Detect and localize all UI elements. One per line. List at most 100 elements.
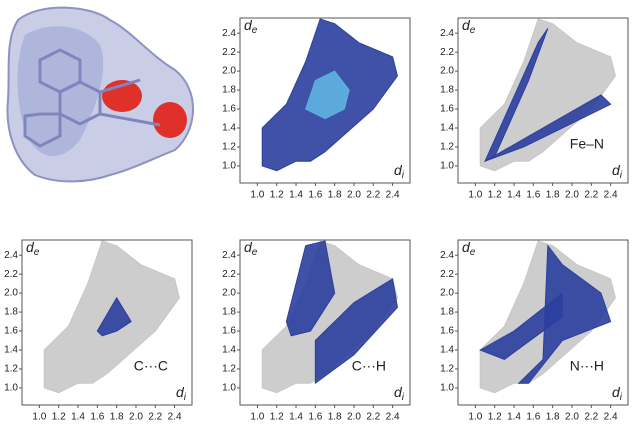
y-tick-label: 1.0 xyxy=(222,161,236,172)
y-tick-label: 1.0 xyxy=(440,383,454,394)
y-tick-label: 2.0 xyxy=(222,288,236,299)
axis-symbol: d xyxy=(612,384,621,400)
x-tick-label: 2.4 xyxy=(604,412,618,423)
x-tick-label: 1.2 xyxy=(52,412,66,423)
y-axis-label: de xyxy=(462,239,476,258)
y-tick-label: 1.0 xyxy=(222,383,236,394)
y-tick-label: 1.0 xyxy=(440,161,454,172)
y-tick-label: 2.0 xyxy=(440,288,454,299)
fingerprint-plot: 1.0 1.2 1.4 1.6 1.8 2.0 2.2 2.4 1.0 1.2 1.4 1.6 1.8 2… xyxy=(222,239,411,423)
y-tick-label: 1.4 xyxy=(222,123,236,134)
fingerprint-plot: 1.0 1.2 1.4 1.6 1.8 2.0 2.2 2.4 1.0 1.2 1.4 1.6 1.8 2… xyxy=(4,239,193,423)
x-tick-label: 1.8 xyxy=(546,412,560,423)
y-tick-label: 2.2 xyxy=(440,47,454,58)
x-tick-label: 1.8 xyxy=(546,190,560,201)
x-axis-label: di xyxy=(612,384,623,403)
x-tick-label: 1.2 xyxy=(488,190,502,201)
x-tick-label: 1.2 xyxy=(270,190,284,201)
y-tick-label: 1.2 xyxy=(440,364,454,375)
contact-spot xyxy=(153,102,187,138)
axis-symbol: d xyxy=(244,17,253,33)
x-tick-label: 2.2 xyxy=(366,190,380,201)
axis-subscript: e xyxy=(252,25,258,36)
molecule-skeleton xyxy=(23,48,161,148)
x-axis-label: di xyxy=(394,384,405,403)
axis-subscript: i xyxy=(620,170,623,181)
axis-symbol: d xyxy=(176,384,185,400)
y-tick-label: 1.8 xyxy=(440,307,454,318)
x-tick-label: 1.8 xyxy=(328,190,342,201)
y-tick-label: 2.2 xyxy=(440,269,454,280)
y-tick-label: 2.0 xyxy=(222,66,236,77)
x-tick-label: 1.4 xyxy=(289,412,303,423)
x-tick-label: 1.4 xyxy=(507,190,521,201)
y-tick-label: 1.8 xyxy=(222,85,236,96)
x-axis-label: di xyxy=(394,162,405,181)
x-tick-label: 1.4 xyxy=(289,190,303,201)
x-tick-label: 1.2 xyxy=(488,412,502,423)
x-tick-label: 1.0 xyxy=(250,412,264,423)
x-tick-label: 2.2 xyxy=(584,190,598,201)
contact-label: Fe–N xyxy=(570,136,604,152)
y-tick-label: 2.4 xyxy=(222,28,236,39)
x-tick-label: 1.4 xyxy=(71,412,85,423)
y-axis-label: de xyxy=(26,239,40,258)
x-axis-label: di xyxy=(176,384,187,403)
axis-subscript: i xyxy=(402,170,405,181)
contact-label: N···H xyxy=(570,358,604,374)
contact-region xyxy=(285,240,336,337)
x-tick-label: 2.2 xyxy=(584,412,598,423)
y-tick-label: 1.6 xyxy=(4,326,18,337)
y-tick-label: 1.4 xyxy=(440,345,454,356)
x-tick-label: 2.0 xyxy=(565,412,579,423)
x-tick-label: 1.8 xyxy=(110,412,124,423)
x-tick-label: 2.4 xyxy=(168,412,182,423)
axis-symbol: d xyxy=(462,239,471,255)
y-axis-label: de xyxy=(462,17,476,36)
y-tick-label: 2.4 xyxy=(440,28,454,39)
y-tick-label: 1.4 xyxy=(440,123,454,134)
y-tick-label: 1.6 xyxy=(440,326,454,337)
axis-subscript: i xyxy=(184,392,187,403)
axis-subscript: e xyxy=(252,247,258,258)
x-tick-label: 2.0 xyxy=(565,190,579,201)
y-tick-label: 2.4 xyxy=(222,250,236,261)
y-tick-label: 1.4 xyxy=(4,345,18,356)
x-tick-label: 2.0 xyxy=(347,412,361,423)
axis-subscript: i xyxy=(402,392,405,403)
x-tick-label: 2.2 xyxy=(366,412,380,423)
y-tick-label: 1.0 xyxy=(4,383,18,394)
x-tick-label: 1.6 xyxy=(308,412,322,423)
contact-label: C···C xyxy=(134,358,168,374)
axis-symbol: d xyxy=(26,239,35,255)
fingerprint-plot: 1.0 1.2 1.4 1.6 1.8 2.0 2.2 2.4 1.0 1.2 1.4 1.6 1.8 2… xyxy=(440,239,629,423)
y-tick-label: 2.4 xyxy=(4,250,18,261)
axis-symbol: d xyxy=(394,384,403,400)
y-tick-label: 1.4 xyxy=(222,345,236,356)
axis-symbol: d xyxy=(244,239,253,255)
y-tick-label: 2.2 xyxy=(222,269,236,280)
fingerprint-plot: 1.0 1.2 1.4 1.6 1.8 2.0 2.2 2.4 1.0 1.2 1.4 1.6 1.8 2… xyxy=(222,17,411,201)
y-tick-label: 1.8 xyxy=(440,85,454,96)
axis-subscript: i xyxy=(620,392,623,403)
x-tick-label: 2.0 xyxy=(347,190,361,201)
x-tick-label: 1.2 xyxy=(270,412,284,423)
y-tick-label: 2.0 xyxy=(4,288,18,299)
axis-subscript: e xyxy=(470,25,476,36)
y-tick-label: 2.2 xyxy=(4,269,18,280)
x-tick-label: 1.0 xyxy=(250,190,264,201)
x-tick-label: 2.0 xyxy=(129,412,143,423)
x-tick-label: 2.4 xyxy=(386,190,400,201)
y-tick-label: 1.2 xyxy=(222,142,236,153)
y-tick-label: 1.2 xyxy=(222,364,236,375)
x-tick-label: 1.6 xyxy=(90,412,104,423)
y-tick-label: 1.2 xyxy=(440,142,454,153)
x-tick-label: 2.4 xyxy=(386,412,400,423)
contact-label: C···H xyxy=(352,358,386,374)
y-tick-label: 1.6 xyxy=(222,326,236,337)
x-tick-label: 2.2 xyxy=(148,412,162,423)
axis-symbol: d xyxy=(612,162,621,178)
axis-symbol: d xyxy=(394,162,403,178)
y-axis-label: de xyxy=(244,239,258,258)
